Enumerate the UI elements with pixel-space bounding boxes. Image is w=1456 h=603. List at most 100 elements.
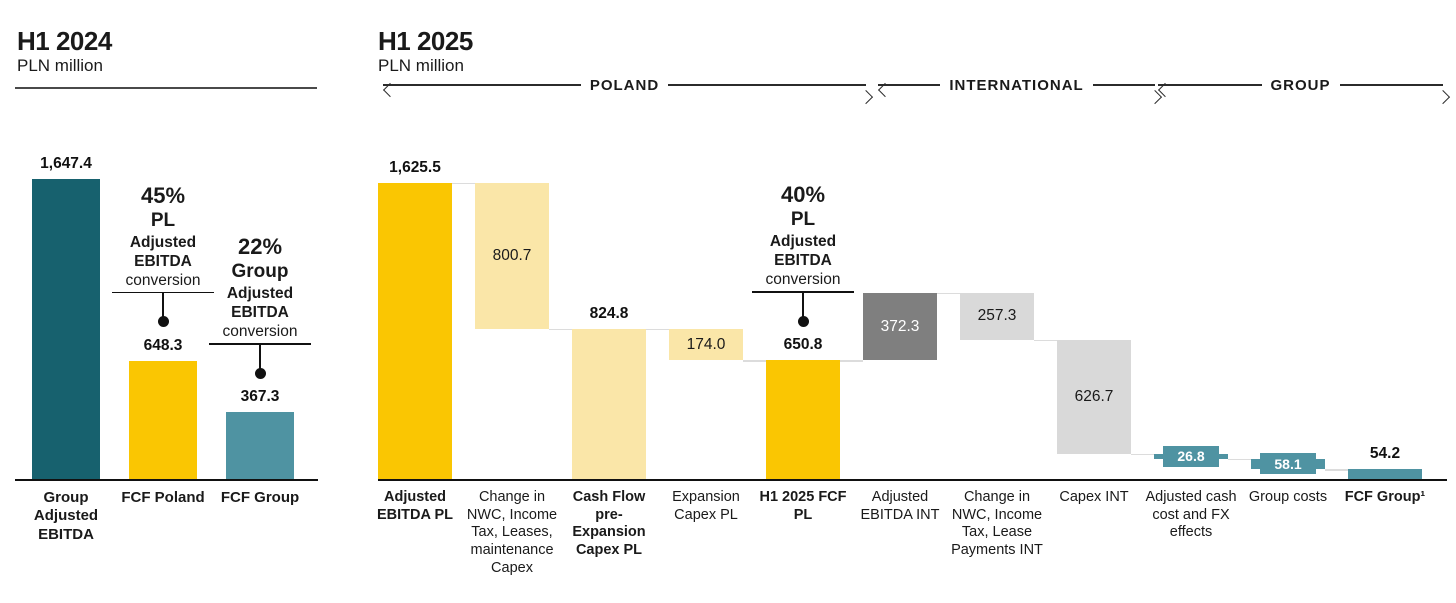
label-adjusted-ebitda-pl: Adjusted EBITDA PL bbox=[377, 489, 453, 523]
bar-expansion-capex-pl bbox=[669, 328, 743, 361]
connector-line bbox=[452, 182, 475, 185]
h1-2025-title: H1 2025 bbox=[378, 26, 473, 56]
value-fcf-group: 367.3 bbox=[240, 388, 280, 406]
label-adjusted-cash-cost-fx: Adjusted cash cost and FX effects bbox=[1145, 489, 1237, 541]
bar-adjusted-ebitda-pl bbox=[378, 182, 452, 479]
bar-adjusted-ebitda-int bbox=[863, 292, 937, 361]
label-fcf-poland: FCF Poland bbox=[121, 489, 205, 506]
label-change-nwc-int: Change in NWC, Income Tax, Lease Payment… bbox=[951, 489, 1043, 559]
h1-2025-axis-line bbox=[378, 479, 1447, 481]
section-arrow-international: INTERNATIONAL bbox=[878, 76, 1163, 104]
annotation-line: conversion bbox=[765, 271, 841, 289]
label-adjusted-ebitda-int: Adjusted EBITDA INT bbox=[860, 489, 940, 523]
annotation-rule-group-conversion-2024 bbox=[209, 343, 311, 345]
bar-h1-2025-fcf-pl bbox=[766, 360, 840, 479]
bar-fcf-poland bbox=[129, 360, 197, 479]
annotation-line: EBITDA bbox=[774, 252, 832, 270]
annotation-group-conversion-2024: 22% Group Adjusted EBITDA conversion bbox=[190, 233, 330, 341]
connector-line bbox=[937, 292, 960, 295]
label-h1-2025-fcf-pl: H1 2025 FCF PL bbox=[759, 489, 847, 523]
bar-change-nwc-pl bbox=[475, 182, 549, 329]
annotation-line: EBITDA bbox=[134, 252, 192, 270]
connector-line bbox=[743, 360, 766, 362]
value-fcf-group-2025: 54.2 bbox=[1369, 445, 1401, 463]
value-capex-int: 626.7 bbox=[1074, 387, 1114, 405]
arrow-right-icon bbox=[858, 89, 874, 104]
label-capex-int: Capex INT bbox=[1059, 489, 1129, 505]
section-label-international: INTERNATIONAL bbox=[949, 76, 1084, 94]
h1-2024-title: H1 2024 bbox=[17, 26, 112, 56]
arrow-right-icon bbox=[1435, 89, 1451, 104]
annotation-line: Adjusted bbox=[129, 233, 197, 251]
bar-fcf-group-2025 bbox=[1348, 469, 1422, 479]
arrow-line-right bbox=[1339, 84, 1451, 104]
bar-capex-int bbox=[1057, 339, 1131, 454]
h1-2025-subtitle: PLN million bbox=[378, 56, 464, 75]
annotation-pl-conversion-2024: 45% PL Adjusted EBITDA conversion bbox=[93, 182, 233, 290]
value-adjusted-cash-cost-fx: 26.8 bbox=[1163, 445, 1219, 467]
annotation-pointer-dot bbox=[797, 315, 809, 327]
annotation-line: Adjusted bbox=[769, 233, 837, 251]
annotation-line: conversion bbox=[125, 271, 201, 289]
value-change-nwc-pl: 800.7 bbox=[492, 246, 532, 264]
value-group-costs: 58.1 bbox=[1260, 453, 1316, 475]
bar-cash-flow-pre-expansion-capex-pl bbox=[572, 328, 646, 479]
section-label-group: GROUP bbox=[1270, 76, 1331, 94]
arrow-left-icon bbox=[383, 82, 398, 97]
label-fcf-group-2025: FCF Group¹ bbox=[1344, 489, 1426, 505]
arrow-line-left bbox=[878, 82, 941, 97]
annotation-line: Adjusted bbox=[226, 285, 294, 303]
connector-line bbox=[1131, 453, 1154, 456]
bar-fcf-group bbox=[226, 412, 294, 479]
connector-line bbox=[840, 360, 863, 362]
annotation-rule-pl-conversion-2024 bbox=[112, 291, 214, 294]
value-adjusted-ebitda-int: 372.3 bbox=[880, 317, 920, 335]
connector-line bbox=[1034, 339, 1057, 342]
connector-line bbox=[1228, 458, 1251, 461]
annotation-percentage: 45% bbox=[140, 182, 186, 208]
value-adjusted-ebitda-pl: 1,625.5 bbox=[389, 158, 441, 176]
h1-2024-axis-line bbox=[15, 479, 318, 481]
value-fcf-poland: 648.3 bbox=[143, 336, 183, 354]
arrow-line-left bbox=[1158, 82, 1262, 97]
connector-line bbox=[549, 328, 572, 331]
annotation-region: PL bbox=[150, 209, 176, 231]
annotation-pointer-line bbox=[162, 293, 164, 318]
label-group-adjusted-ebitda: Group Adjusted EBITDA bbox=[33, 489, 99, 543]
section-label-poland: POLAND bbox=[589, 76, 660, 94]
label-change-nwc-pl: Change in NWC, Income Tax, Leases, maint… bbox=[466, 489, 558, 576]
annotation-pointer-line bbox=[802, 292, 804, 317]
arrow-left-icon bbox=[878, 82, 893, 97]
annotation-pointer-line bbox=[259, 344, 261, 369]
value-expansion-capex-pl: 174.0 bbox=[686, 335, 726, 353]
annotation-rule-pl-conversion-2025 bbox=[752, 291, 854, 293]
annotation-percentage: 40% bbox=[780, 182, 826, 208]
connector-line bbox=[1325, 469, 1348, 471]
annotation-line: conversion bbox=[222, 323, 298, 341]
annotation-pointer-dot bbox=[254, 367, 266, 379]
section-arrow-poland: POLAND bbox=[383, 76, 874, 104]
connector-line bbox=[646, 328, 669, 331]
value-change-nwc-int: 257.3 bbox=[977, 307, 1017, 325]
value-h1-2025-fcf-pl: 650.8 bbox=[783, 336, 823, 354]
h1-2024-subtitle: PLN million bbox=[17, 56, 103, 75]
annotation-percentage: 22% bbox=[237, 234, 283, 260]
annotation-region: Group bbox=[231, 261, 289, 283]
arrow-line-left bbox=[383, 82, 581, 97]
arrow-line-right bbox=[668, 84, 874, 104]
value-group-adjusted-ebitda: 1,647.4 bbox=[40, 155, 92, 172]
bar-group-adjusted-ebitda bbox=[32, 179, 100, 479]
annotation-pl-conversion-2025: 40% PL Adjusted EBITDA conversion bbox=[733, 181, 873, 289]
label-group-costs: Group costs bbox=[1248, 489, 1328, 505]
h1-2024-title-rule bbox=[15, 87, 317, 89]
arrow-line-right bbox=[1092, 84, 1163, 104]
annotation-pointer-dot bbox=[157, 316, 169, 328]
label-cash-flow-pre-expansion-capex-pl: Cash Flow pre-Expansion Capex PL bbox=[572, 489, 646, 559]
value-cash-flow-pre-expansion-capex-pl: 824.8 bbox=[589, 304, 629, 322]
bar-change-nwc-int bbox=[960, 292, 1034, 340]
section-arrow-group: GROUP bbox=[1158, 76, 1451, 104]
label-fcf-group: FCF Group bbox=[220, 489, 300, 506]
label-expansion-capex-pl: Expansion Capex PL bbox=[672, 489, 740, 523]
annotation-line: EBITDA bbox=[231, 304, 289, 322]
